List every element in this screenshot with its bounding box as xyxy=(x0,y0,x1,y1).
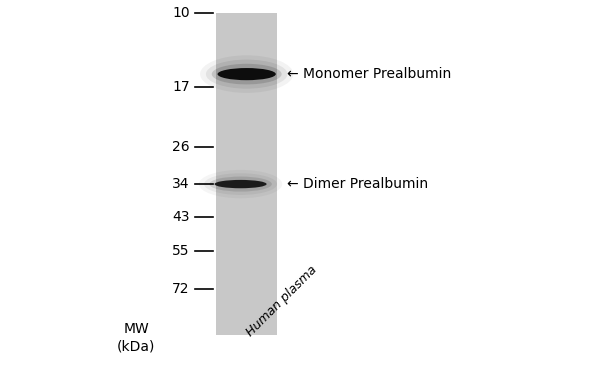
Ellipse shape xyxy=(212,64,282,84)
Text: ← Dimer Prealbumin: ← Dimer Prealbumin xyxy=(286,177,428,191)
Text: 43: 43 xyxy=(172,210,190,224)
Bar xyxy=(216,13,277,335)
Text: 26: 26 xyxy=(172,139,190,154)
Ellipse shape xyxy=(214,180,267,188)
Text: 17: 17 xyxy=(172,80,190,94)
Ellipse shape xyxy=(209,176,272,192)
Text: ← Monomer Prealbumin: ← Monomer Prealbumin xyxy=(286,67,451,81)
Text: 55: 55 xyxy=(172,244,190,258)
Text: 34: 34 xyxy=(172,177,190,191)
Ellipse shape xyxy=(204,173,277,195)
Text: 72: 72 xyxy=(172,282,190,296)
Ellipse shape xyxy=(206,60,288,89)
Text: MW
(kDa): MW (kDa) xyxy=(117,322,155,353)
Text: Human plasma: Human plasma xyxy=(243,263,319,339)
Ellipse shape xyxy=(217,68,276,80)
Text: 10: 10 xyxy=(172,6,190,20)
